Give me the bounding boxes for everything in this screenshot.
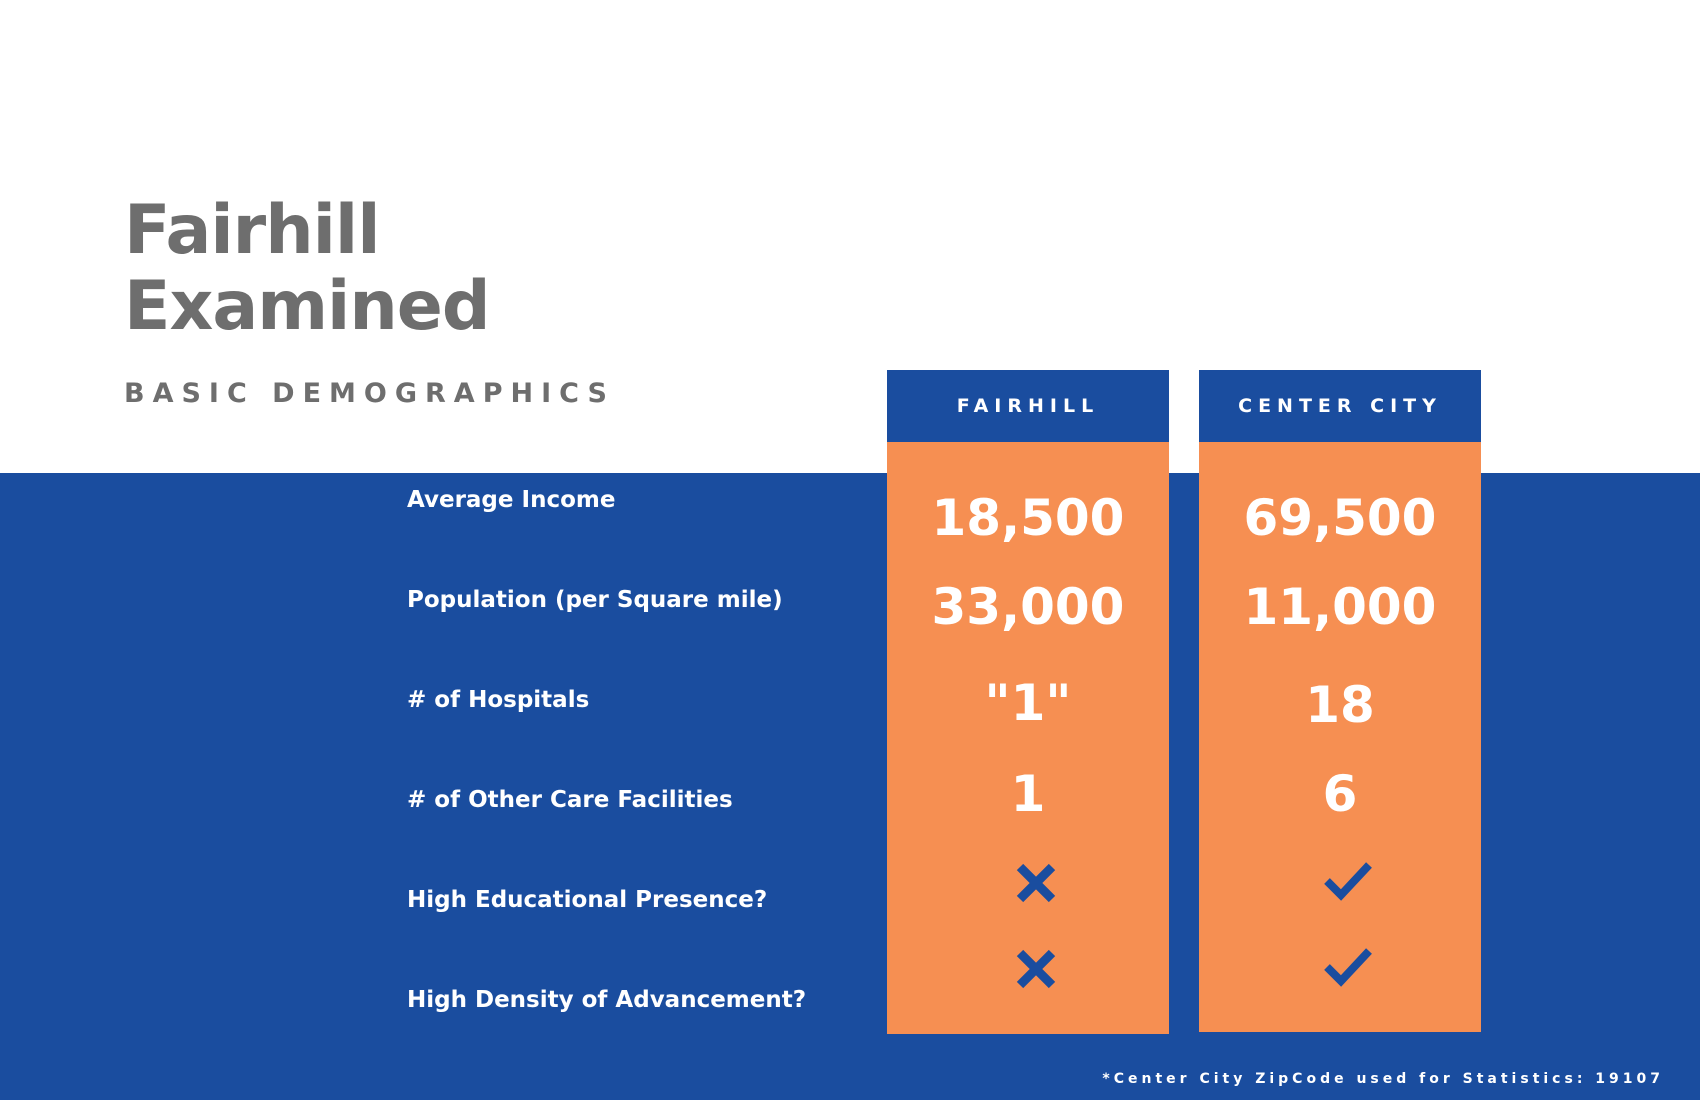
check-icon bbox=[1324, 862, 1372, 901]
page-subtitle: BASIC DEMOGRAPHICS bbox=[124, 378, 615, 409]
column-header-fairhill: FAIRHILL bbox=[887, 370, 1169, 442]
row-label-population: Population (per Square mile) bbox=[407, 587, 783, 613]
x-icon bbox=[1016, 863, 1056, 903]
row-label-hospitals: # of Hospitals bbox=[407, 687, 590, 713]
title-line-1: Fairhill bbox=[124, 191, 381, 270]
row-label-density-of-advancement: High Density of Advancement? bbox=[407, 987, 807, 1013]
row-label-other-care-facilities: # of Other Care Facilities bbox=[407, 787, 733, 813]
page-title: Fairhill Examined bbox=[124, 191, 491, 346]
title-line-2: Examined bbox=[124, 267, 491, 346]
row-label-average-income: Average Income bbox=[407, 487, 616, 513]
fairhill-population: 33,000 bbox=[931, 578, 1125, 636]
column-header-center-city: CENTER CITY bbox=[1199, 370, 1481, 442]
column-fairhill: FAIRHILL 18,500 33,000 "1" 1 bbox=[887, 370, 1169, 1034]
center-city-hospitals: 18 bbox=[1305, 676, 1375, 734]
fairhill-average-income: 18,500 bbox=[931, 489, 1125, 547]
footnote: *Center City ZipCode used for Statistics… bbox=[1102, 1071, 1664, 1087]
check-icon bbox=[1324, 948, 1372, 987]
column-center-city: CENTER CITY 69,500 11,000 18 6 bbox=[1199, 370, 1481, 1032]
center-city-other-care-facilities: 6 bbox=[1322, 765, 1358, 823]
fairhill-other-care-facilities: 1 bbox=[1010, 765, 1046, 823]
center-city-average-income: 69,500 bbox=[1243, 489, 1437, 547]
x-icon bbox=[1016, 949, 1056, 989]
row-label-educational-presence: High Educational Presence? bbox=[407, 887, 768, 913]
center-city-population: 11,000 bbox=[1243, 578, 1437, 636]
fairhill-hospitals: "1" bbox=[984, 674, 1072, 732]
